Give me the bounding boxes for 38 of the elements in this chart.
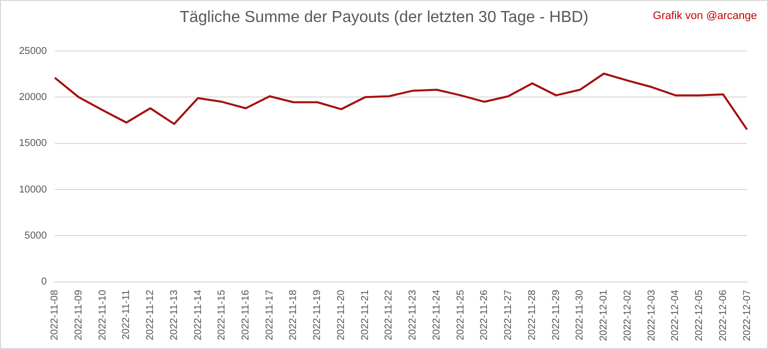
x-tick-label: 2022-11-30 [574, 289, 586, 340]
x-tick-label: 2022-11-18 [288, 289, 300, 340]
x-tick-label: 2022-11-21 [360, 289, 371, 340]
y-tick-label: 25000 [18, 46, 48, 57]
x-tick-label: 2022-11-22 [384, 289, 395, 340]
y-tick-label: 5000 [24, 230, 48, 242]
x-tick-label: 2022-11-28 [526, 289, 538, 340]
x-tick-label: 2022-11-29 [550, 289, 562, 340]
y-tick-label: 20000 [18, 92, 48, 103]
x-tick-label: 2022-11-23 [408, 289, 419, 340]
x-tick-label: 2022-11-14 [192, 289, 204, 340]
x-tick-label: 2022-11-19 [312, 289, 324, 340]
x-tick-label: 2022-11-20 [336, 289, 347, 340]
text: Grafik von @arcange [652, 10, 757, 22]
x-tick-label: 2022-11-25 [455, 289, 466, 340]
y-tick-label: 15000 [18, 138, 48, 150]
x-tick-label: 2022-11-17 [264, 289, 276, 340]
x-tick-label: 2022-11-16 [240, 289, 252, 340]
x-tick-label: 2022-12-01 [598, 289, 610, 342]
x-tick-label: 2022-12-02 [622, 289, 634, 342]
x-tick-label: 2022-11-10 [97, 289, 108, 340]
x-tick-label: 2022-11-12 [145, 289, 156, 340]
chart-title: Tägliche Summe der Payouts (der letzten 30 Tage - HBD) [180, 9, 588, 26]
x-tick-label: 2022-11-09 [73, 289, 84, 340]
y-tick-label: 0 [41, 276, 48, 288]
x-tick-label: 2022-11-27 [503, 289, 514, 340]
x-tick-label: 2022-12-05 [694, 289, 706, 342]
x-tick-label: 2022-11-08 [50, 289, 61, 340]
x-tick-label: 2022-11-26 [479, 289, 490, 340]
x-tick-label: 2022-11-13 [168, 289, 180, 340]
x-tick-label: 2022-11-24 [431, 289, 442, 340]
x-tick-label: 2022-12-07 [742, 289, 753, 342]
x-tick-label: 2022-11-11 [121, 289, 132, 340]
x-tick-label: 2022-12-06 [718, 289, 729, 342]
x-tick-label: 2022-12-03 [646, 289, 658, 342]
x-tick-label: 2022-12-04 [670, 289, 682, 342]
y-tick-label: 10000 [18, 184, 48, 196]
x-tick-label: 2022-11-15 [216, 289, 228, 340]
